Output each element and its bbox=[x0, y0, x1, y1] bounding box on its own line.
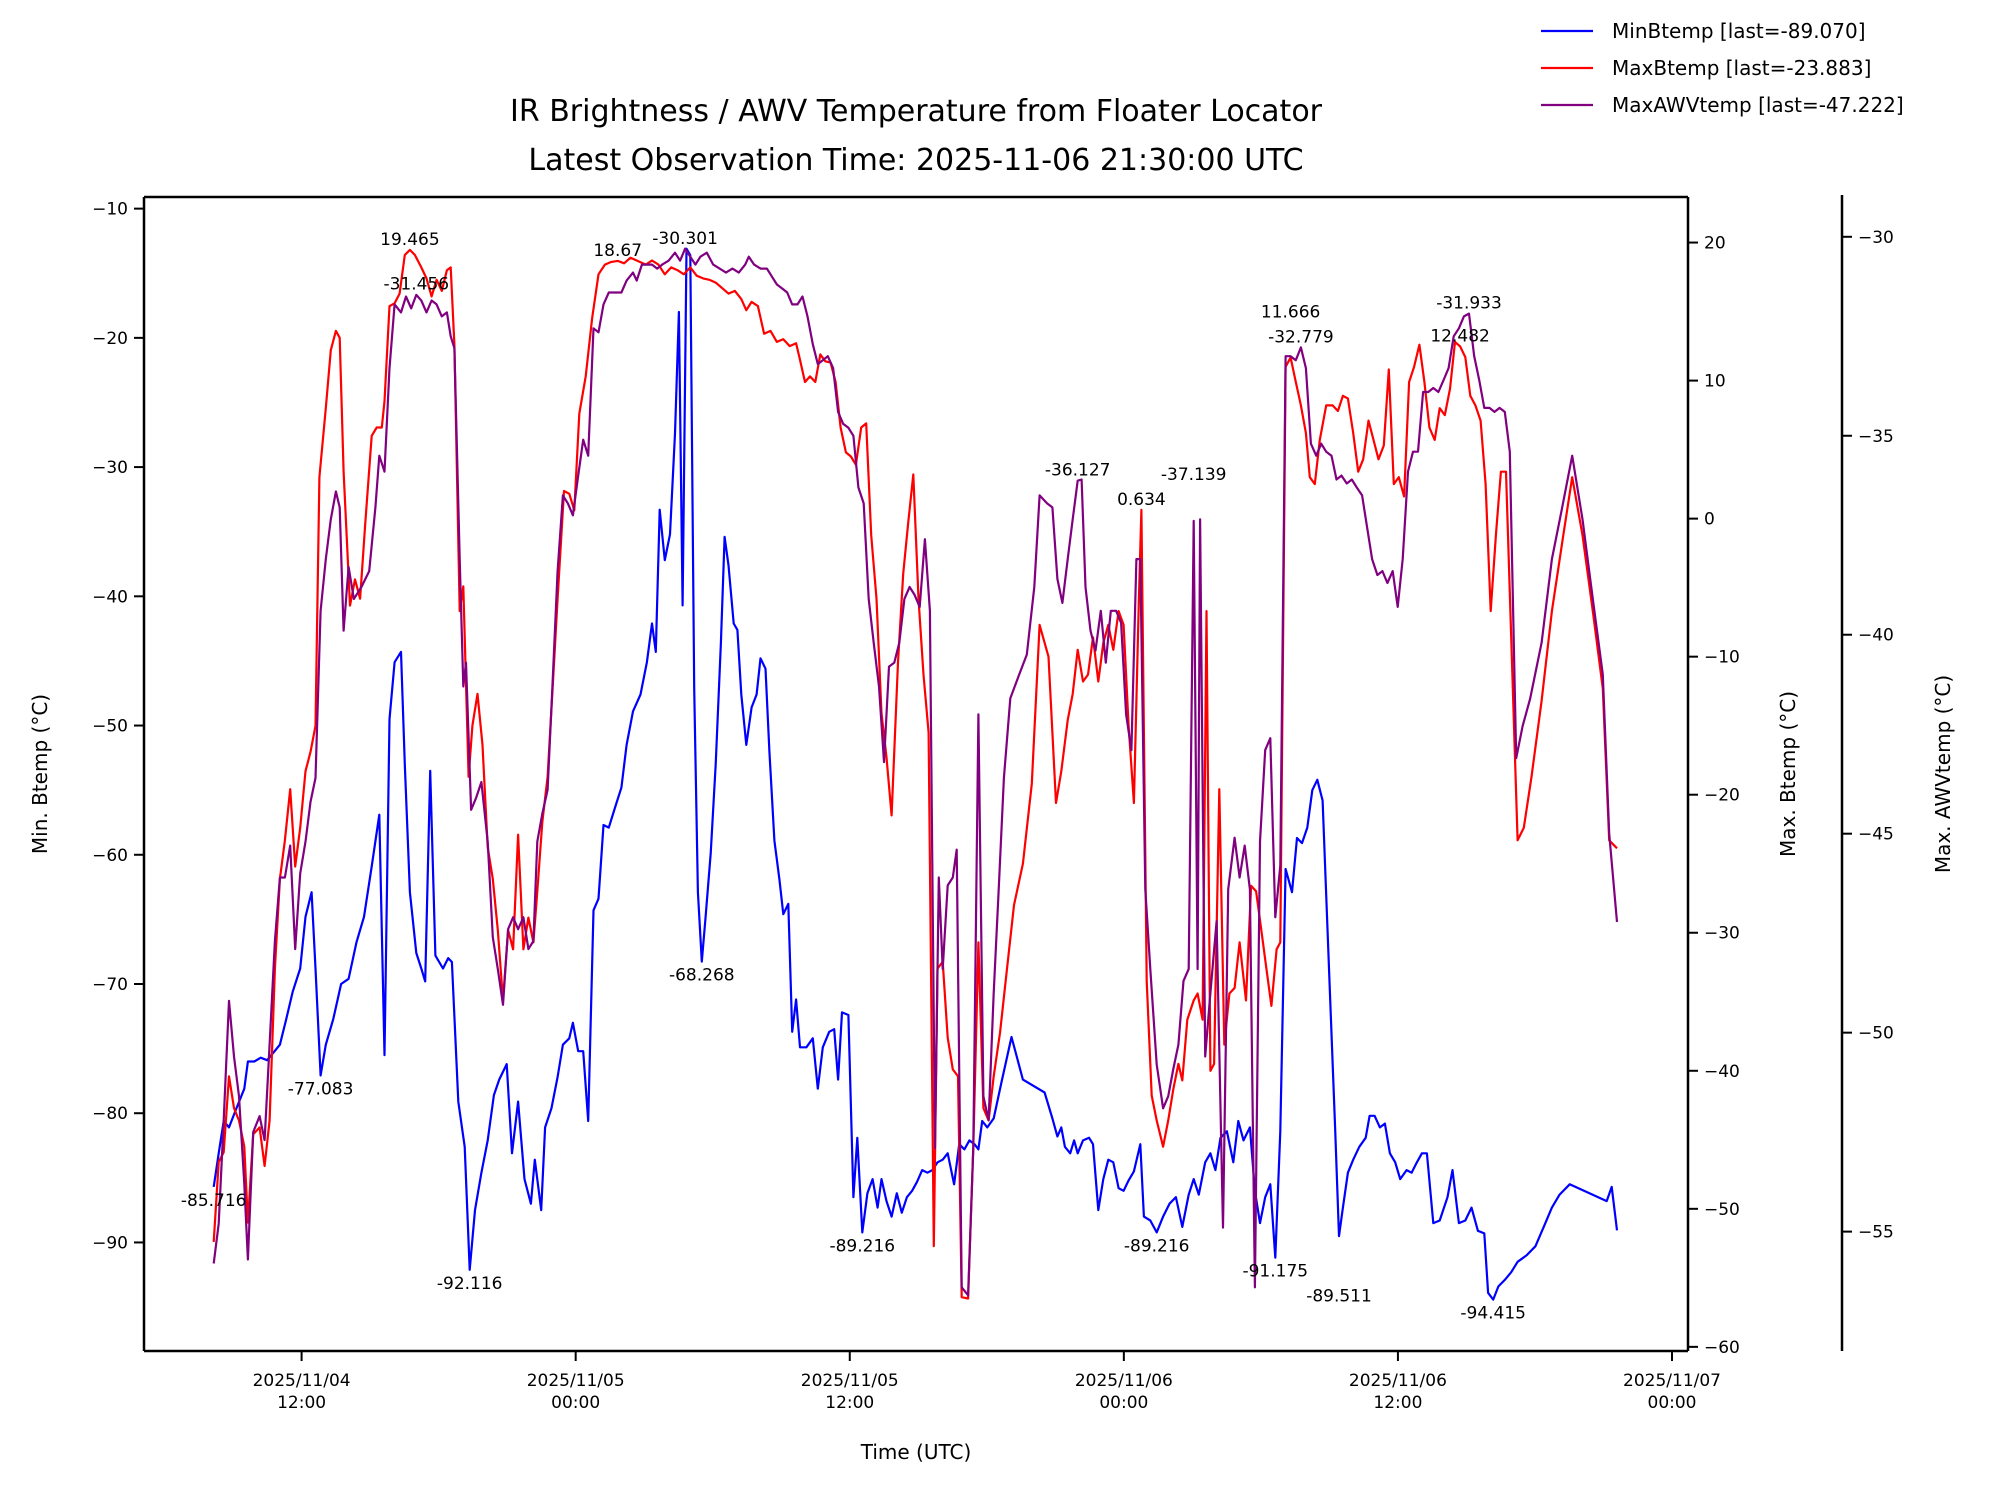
legend-label-max: MaxBtemp [last=-23.883] bbox=[1612, 56, 1871, 80]
annotation-max-5: 0.634 bbox=[1117, 490, 1166, 510]
x-tick-label-2-0: 2025/11/05 bbox=[801, 1371, 899, 1391]
annotation-max-8: 11.666 bbox=[1261, 302, 1320, 322]
y-tick-label-min-3: −40 bbox=[92, 587, 128, 607]
annotation-min-15: -89.216 bbox=[829, 1236, 895, 1256]
x-tick-label-5-0: 2025/11/07 bbox=[1623, 1371, 1721, 1391]
series-line-awv bbox=[212, 247, 1619, 1297]
annotation-min-12: -77.083 bbox=[288, 1080, 354, 1100]
y-tick-label-min-4: −50 bbox=[92, 717, 128, 737]
annotation-min-16: -89.216 bbox=[1124, 1236, 1190, 1256]
annotation-min-17: -91.175 bbox=[1242, 1262, 1308, 1282]
x-tick-label-1-0: 2025/11/05 bbox=[527, 1371, 625, 1391]
y-tick-label-max-4: −20 bbox=[1704, 786, 1740, 806]
legend: MinBtemp [last=-89.070] MaxBtemp [last=-2… bbox=[1541, 19, 1904, 117]
y-tick-label-awv-5: −55 bbox=[1858, 1223, 1894, 1243]
y-tick-label-max-2: 0 bbox=[1704, 510, 1715, 530]
annotation-min-11: -85.716 bbox=[181, 1191, 247, 1211]
annotation-min-14: -68.268 bbox=[669, 966, 735, 986]
annotation-max-0: 19.465 bbox=[380, 230, 439, 250]
annotation-awv-1: -31.456 bbox=[383, 275, 449, 295]
y-tick-label-min-8: −90 bbox=[92, 1233, 128, 1253]
annotation-awv-4: -36.127 bbox=[1045, 461, 1111, 481]
y-tick-label-awv-1: −35 bbox=[1858, 427, 1894, 447]
annotations: 19.465 -31.456 18.67 -30.301 -36.127 0.634 -37… bbox=[181, 229, 1526, 1324]
x-tick-label-3-1: 00:00 bbox=[1099, 1393, 1148, 1413]
y-tick-label-awv-0: −30 bbox=[1858, 228, 1894, 248]
legend-label-min: MinBtemp [last=-89.070] bbox=[1612, 19, 1866, 43]
y-tick-label-min-6: −70 bbox=[92, 975, 128, 995]
annotation-max-2: 18.67 bbox=[593, 241, 642, 261]
x-tick-label-4-0: 2025/11/06 bbox=[1349, 1371, 1447, 1391]
y-tick-label-max-6: −40 bbox=[1704, 1062, 1740, 1082]
x-tick-label-0-0: 2025/11/04 bbox=[253, 1371, 351, 1391]
y-axis-label-awv: Max. AWVtemp (°C) bbox=[1931, 675, 1955, 873]
y-tick-label-awv-3: −45 bbox=[1858, 825, 1894, 845]
x-tick-label-0-1: 12:00 bbox=[277, 1393, 326, 1413]
y-tick-label-max-5: −30 bbox=[1704, 924, 1740, 944]
y-tick-label-min-1: −20 bbox=[92, 329, 128, 349]
y-tick-label-max-7: −50 bbox=[1704, 1200, 1740, 1220]
y-tick-label-min-5: −60 bbox=[92, 846, 128, 866]
axes: 2025/11/0412:002025/11/0500:002025/11/05… bbox=[92, 195, 1894, 1413]
annotation-awv-9: -31.933 bbox=[1436, 294, 1502, 314]
chart-title-line-1: IR Brightness / AWV Temperature from Flo… bbox=[510, 94, 1323, 129]
series-line-min bbox=[212, 247, 1619, 1301]
x-tick-label-1-1: 00:00 bbox=[551, 1393, 600, 1413]
x-axis-label: Time (UTC) bbox=[860, 1440, 972, 1464]
annotation-awv-7: -32.779 bbox=[1268, 327, 1334, 347]
annotation-max-10: 12.482 bbox=[1430, 326, 1489, 346]
annotation-min-13: -92.116 bbox=[437, 1274, 503, 1294]
y-axis-label-max: Max. Btemp (°C) bbox=[1776, 691, 1800, 857]
y-tick-label-max-0: 20 bbox=[1704, 234, 1726, 254]
series-layer bbox=[212, 247, 1619, 1301]
annotation-min-19: -94.415 bbox=[1460, 1304, 1526, 1324]
x-tick-label-2-1: 12:00 bbox=[825, 1393, 874, 1413]
y-tick-label-max-8: −60 bbox=[1704, 1338, 1740, 1358]
legend-label-awv: MaxAWVtemp [last=-47.222] bbox=[1612, 93, 1904, 117]
chart-title-line-2: Latest Observation Time: 2025-11-06 21:3… bbox=[528, 143, 1303, 178]
annotation-awv-6: -37.139 bbox=[1161, 465, 1227, 485]
y-tick-label-awv-4: −50 bbox=[1858, 1024, 1894, 1044]
y-tick-label-awv-2: −40 bbox=[1858, 626, 1894, 646]
y-tick-label-min-0: −10 bbox=[92, 200, 128, 220]
x-tick-label-5-1: 00:00 bbox=[1648, 1393, 1697, 1413]
y-tick-label-max-1: 10 bbox=[1704, 372, 1726, 392]
y-tick-label-min-2: −30 bbox=[92, 458, 128, 478]
x-tick-label-3-0: 2025/11/06 bbox=[1075, 1371, 1173, 1391]
annotation-awv-3: -30.301 bbox=[652, 229, 718, 249]
y-tick-label-max-3: −10 bbox=[1704, 648, 1740, 668]
x-tick-label-4-1: 12:00 bbox=[1373, 1393, 1422, 1413]
y-axis-label-min: Min. Btemp (°C) bbox=[28, 694, 52, 854]
series-line-max bbox=[212, 248, 1618, 1300]
y-tick-label-min-7: −80 bbox=[92, 1104, 128, 1124]
annotation-min-18: -89.511 bbox=[1306, 1287, 1372, 1307]
